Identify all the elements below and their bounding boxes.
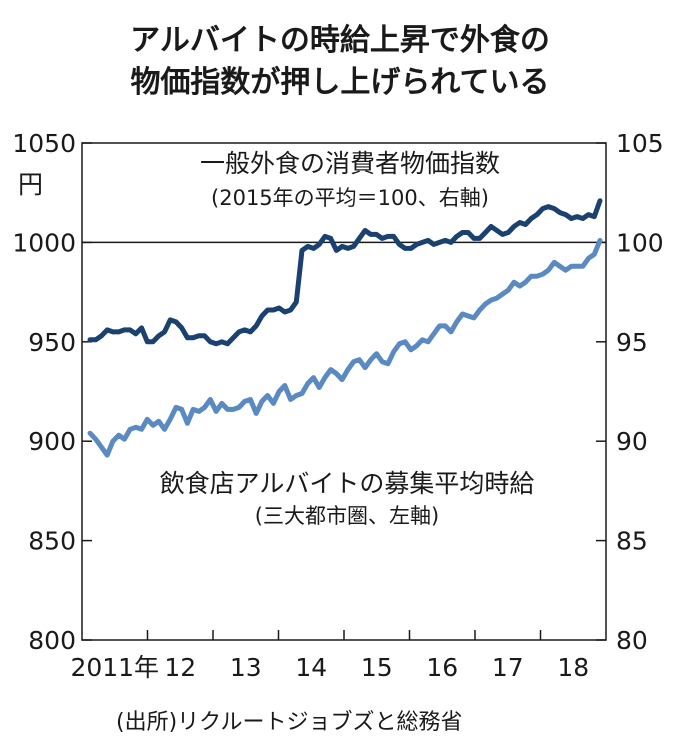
- right-tick-label: 80: [616, 626, 648, 655]
- source-note: (出所)リクルートジョブズと総務省: [116, 710, 463, 735]
- left-tick-label: 1050: [12, 129, 76, 158]
- x-tick-label: 14: [295, 653, 327, 682]
- left-axis-unit: 円: [18, 170, 43, 199]
- left-tick-label: 800: [28, 626, 76, 655]
- x-tick-label: 18: [557, 653, 589, 682]
- series-1-note: (2015年の平均＝100、右軸): [211, 186, 489, 210]
- plot-frame: [81, 142, 607, 641]
- series-2-label: 飲食店アルバイトの募集平均時給: [160, 469, 535, 498]
- chart-title-line-1: アルバイトの時給上昇で外食の: [130, 23, 550, 58]
- right-tick-label: 85: [616, 527, 648, 556]
- right-tick-label: 100: [616, 228, 664, 257]
- right-tick-label: 95: [616, 328, 648, 357]
- series-1-label: 一般外食の消費者物価指数: [200, 149, 500, 178]
- chart-title-line-2: 物価指数が押し上げられている: [130, 65, 549, 100]
- right-tick-label: 90: [616, 427, 648, 456]
- x-tick-label: 12: [164, 653, 196, 682]
- right-axis: 80 85 90 95 100 105: [596, 129, 664, 655]
- series-line-2: [87, 237, 603, 458]
- left-axis: 800 850 900 950 1000 1050: [12, 129, 92, 655]
- series-2-note: (三大都市圏、左軸): [255, 504, 439, 528]
- left-tick-label: 900: [28, 427, 76, 456]
- x-axis: 2011年 12 13 14 15 16 17 18: [70, 630, 589, 682]
- left-tick-label: 950: [28, 328, 76, 357]
- x-tick-label: 13: [230, 653, 262, 682]
- x-tick-label: 16: [426, 653, 458, 682]
- left-tick-label: 1000: [12, 228, 76, 257]
- plot-area: [81, 142, 607, 641]
- x-tick-label: 2011年: [70, 653, 159, 682]
- x-tick-label: 17: [492, 653, 524, 682]
- right-tick-label: 105: [616, 129, 664, 158]
- left-tick-label: 850: [28, 527, 76, 556]
- series-line-1: [87, 198, 603, 347]
- x-tick-label: 15: [361, 653, 393, 682]
- series-group: [87, 198, 603, 458]
